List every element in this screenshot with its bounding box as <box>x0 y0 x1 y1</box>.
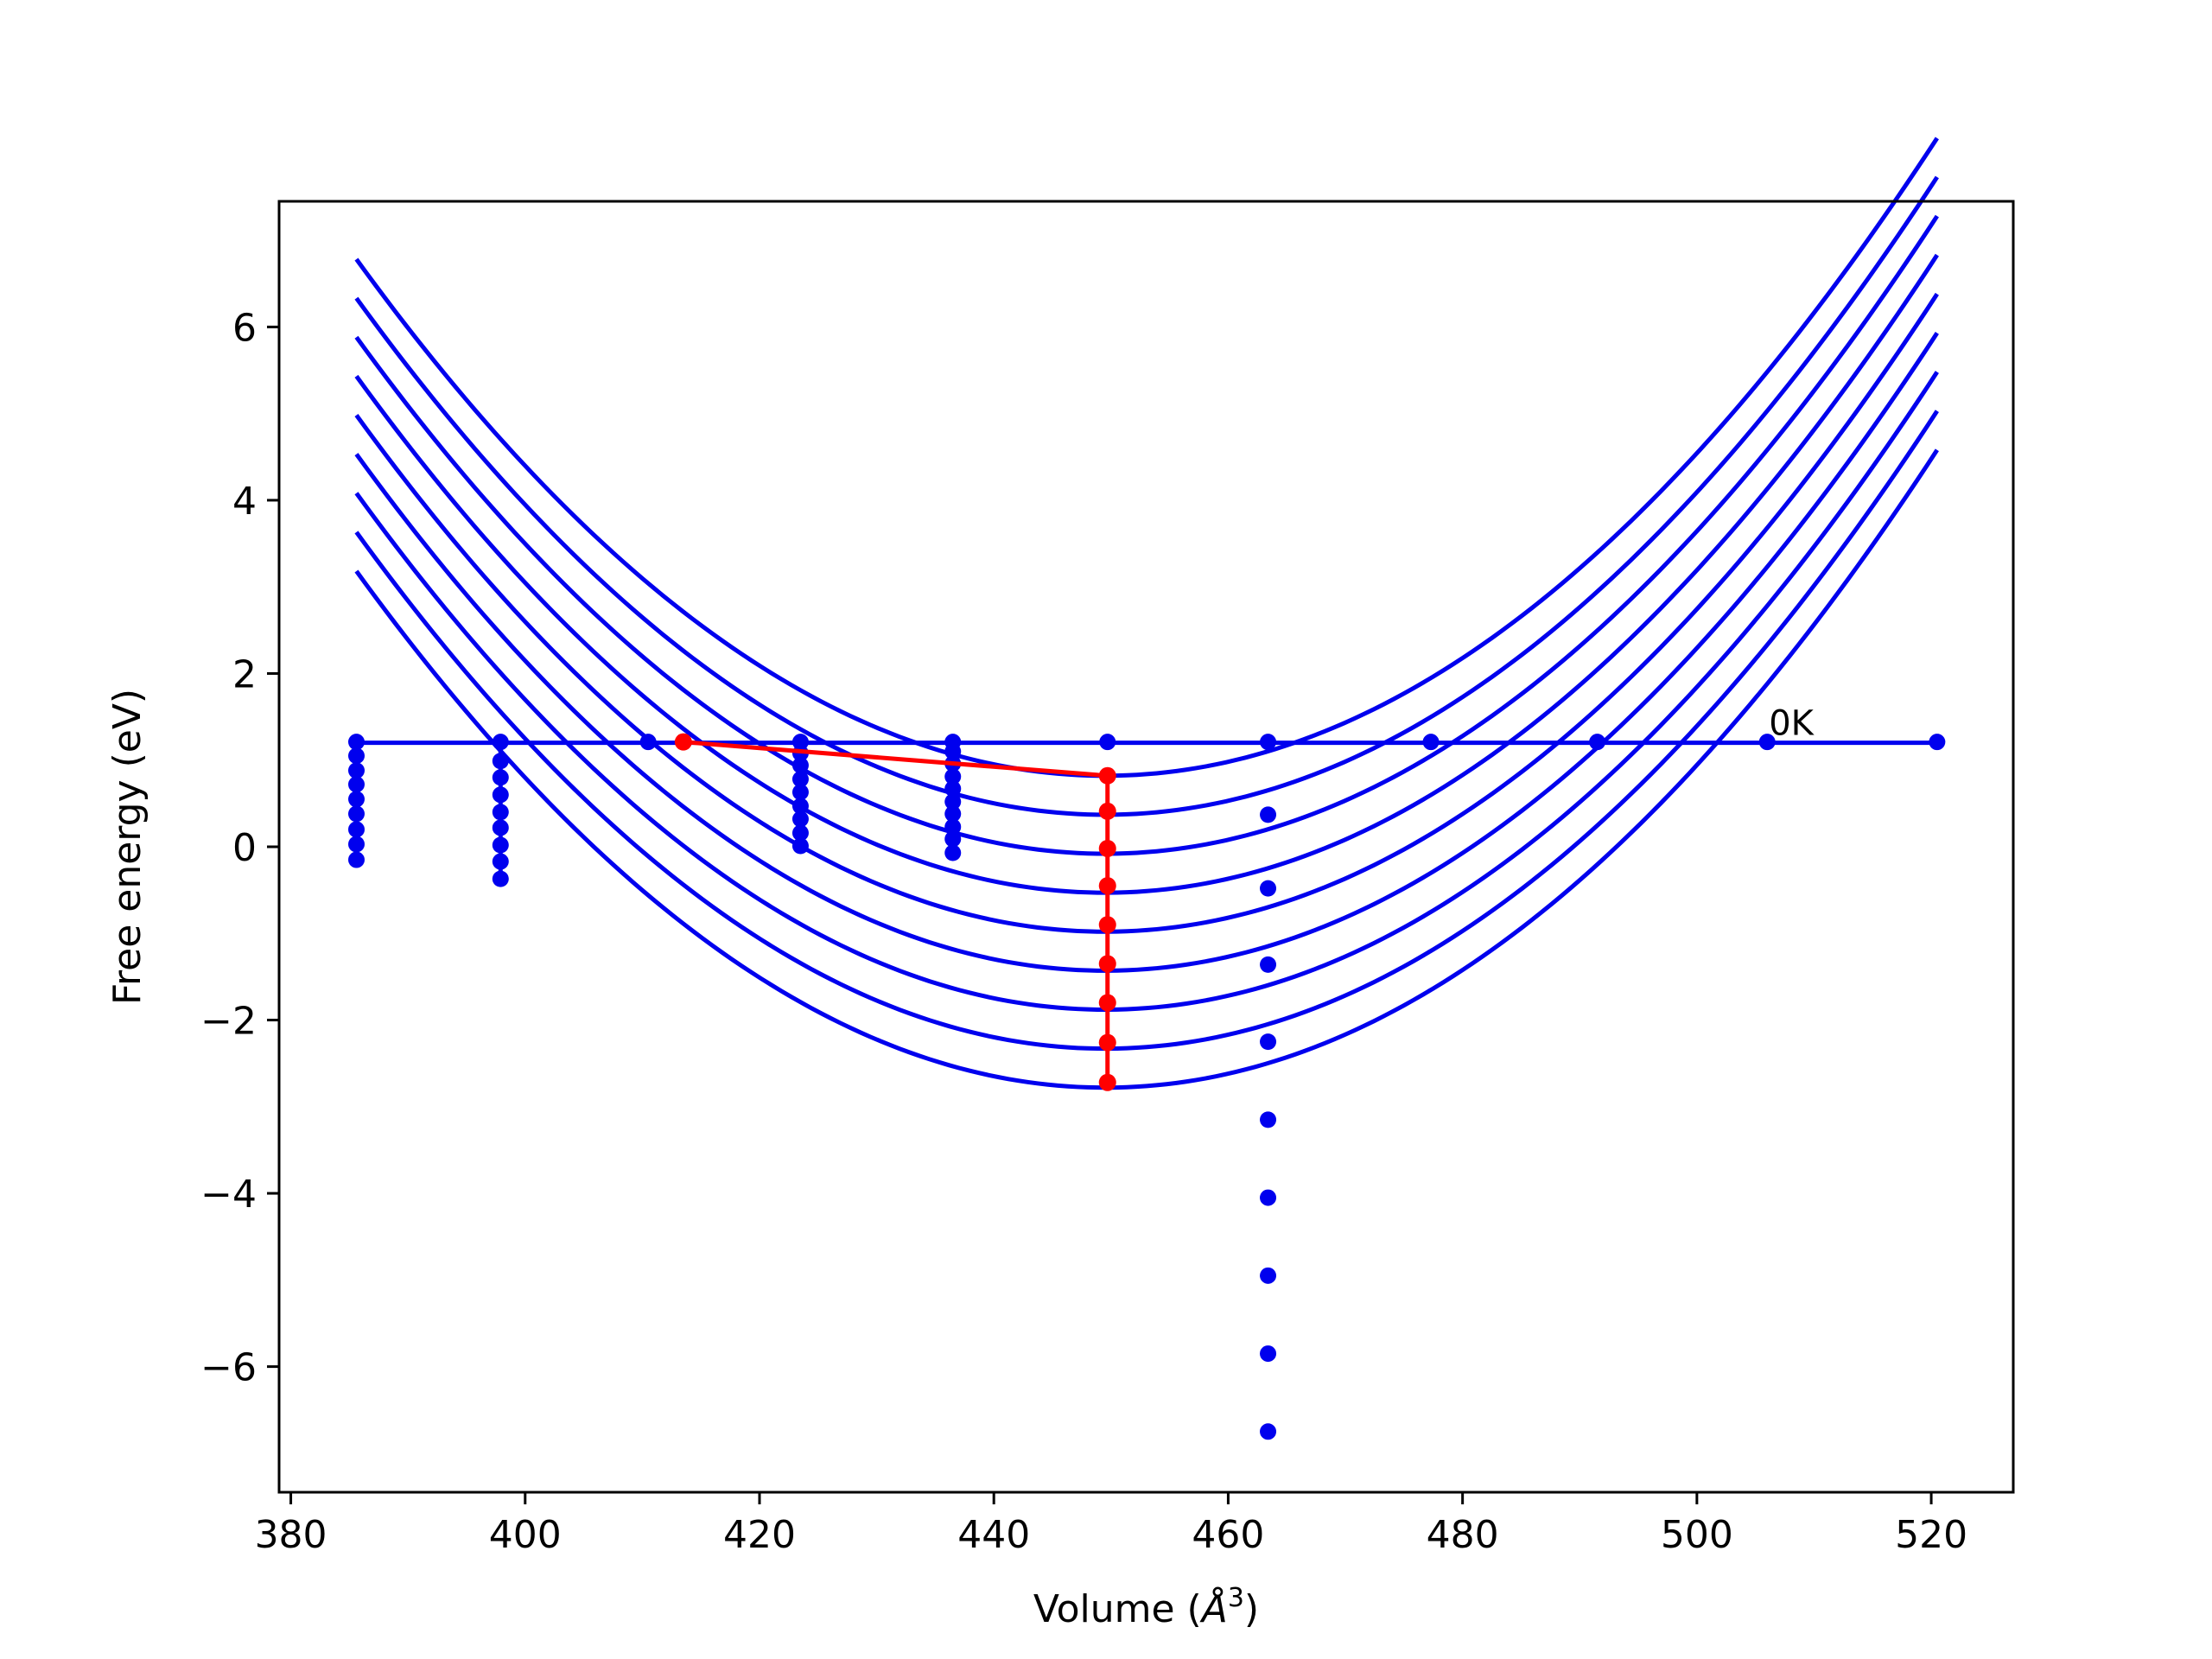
fit-curve-0 <box>354 137 1939 779</box>
data-point-6-2 <box>1260 880 1277 897</box>
data-point-9-0 <box>1758 734 1776 751</box>
fit-curve-8 <box>354 448 1939 1090</box>
x-axis: 380 400 420 440 460 480 500 520 <box>255 1492 1967 1557</box>
y-tick-label-5: 4 <box>232 480 257 524</box>
fit-curve-3 <box>354 253 1939 895</box>
y-tick-label-3: 0 <box>232 826 257 870</box>
data-point-3-2 <box>791 757 809 774</box>
data-point-7-0 <box>1422 734 1440 751</box>
equilibrium-point-9 <box>1098 1073 1116 1091</box>
data-point-1-3 <box>492 786 509 804</box>
data-point-8-0 <box>1589 734 1606 751</box>
fit-curve-4 <box>354 292 1939 934</box>
y-tick-label-0: −6 <box>200 1346 257 1390</box>
data-point-1-0 <box>492 734 509 751</box>
x-tick-label-0: 380 <box>255 1513 327 1557</box>
data-point-3-0 <box>791 734 809 751</box>
data-point-4-1 <box>944 743 962 760</box>
x-axis-label-symbol: Å <box>1199 1586 1228 1631</box>
data-point-1-7 <box>492 853 509 870</box>
data-point-0-5 <box>348 805 365 823</box>
equilibrium-point-2 <box>1098 802 1116 820</box>
data-point-4-9 <box>944 844 962 861</box>
data-point-6-8 <box>1260 1345 1277 1363</box>
data-point-5-0 <box>1099 734 1116 751</box>
data-point-4-4 <box>944 780 962 798</box>
data-point-0-7 <box>348 836 365 853</box>
data-point-4-3 <box>944 768 962 785</box>
annotation-0: 0K <box>1769 704 1815 744</box>
x-tick-label-5: 480 <box>1427 1513 1499 1557</box>
fit-curve-5 <box>354 332 1939 973</box>
data-point-6-3 <box>1260 956 1277 973</box>
data-point-1-6 <box>492 836 509 854</box>
data-point-3-6 <box>791 810 809 828</box>
equilibrium-point-4 <box>1098 877 1116 895</box>
x-tick-label-3: 440 <box>957 1513 1030 1557</box>
x-axis-label-close: ) <box>1244 1587 1259 1631</box>
data-point-3-4 <box>791 784 809 801</box>
y-axis: −6 −4 −2 0 2 4 6 <box>200 306 279 1390</box>
equilibrium-path-line <box>683 740 1110 1083</box>
equilibrium-point-8 <box>1098 1033 1116 1052</box>
data-point-0-1 <box>348 747 365 765</box>
x-tick-label-1: 400 <box>489 1513 562 1557</box>
data-point-4-7 <box>944 818 962 836</box>
equilibrium-point-6 <box>1098 955 1116 973</box>
data-point-3-5 <box>791 798 809 815</box>
data-point-4-8 <box>944 830 962 848</box>
data-point-3-3 <box>791 771 809 788</box>
data-point-1-1 <box>492 753 509 770</box>
data-point-6-6 <box>1260 1189 1277 1206</box>
x-axis-label: Volume (Å3) <box>1033 1583 1259 1631</box>
fit-curve-7 <box>354 410 1939 1052</box>
data-point-0-8 <box>348 851 365 868</box>
equilibrium-point-3 <box>1098 840 1116 858</box>
data-point-0-0 <box>348 734 365 751</box>
y-axis-label: Free energy (eV) <box>105 689 149 1005</box>
equilibrium-point-0 <box>674 733 692 751</box>
y-tick-label-2: −2 <box>200 1000 257 1044</box>
x-tick-label-2: 420 <box>723 1513 796 1557</box>
x-tick-label-6: 500 <box>1661 1513 1733 1557</box>
data-point-6-7 <box>1260 1267 1277 1284</box>
x-axis-label-superscript: 3 <box>1228 1583 1244 1613</box>
x-tick-label-4: 460 <box>1192 1513 1264 1557</box>
data-point-3-7 <box>791 824 809 842</box>
data-point-10-0 <box>1929 734 1946 751</box>
y-tick-label-6: 6 <box>232 306 257 350</box>
data-point-4-6 <box>944 805 962 823</box>
data-point-0-4 <box>348 791 365 808</box>
data-point-6-0 <box>1260 734 1277 751</box>
data-point-0-3 <box>348 776 365 793</box>
data-point-6-4 <box>1260 1033 1277 1051</box>
data-point-0-2 <box>348 762 365 779</box>
data-point-1-8 <box>492 870 509 887</box>
data-point-4-5 <box>944 793 962 810</box>
equilibrium-point-1 <box>1098 766 1116 785</box>
data-point-6-9 <box>1260 1423 1277 1440</box>
data-point-1-4 <box>492 804 509 821</box>
data-point-1-5 <box>492 819 509 836</box>
equilibrium-point-7 <box>1098 994 1116 1012</box>
fit-curve-2 <box>354 214 1939 856</box>
equilibrium-point-5 <box>1098 916 1116 934</box>
data-point-3-8 <box>791 837 809 855</box>
fit-curve-6 <box>354 371 1939 1013</box>
plot-area: 0K <box>348 137 1946 1440</box>
data-point-2-0 <box>639 734 657 751</box>
x-axis-label-text: Volume ( <box>1033 1587 1202 1631</box>
data-point-1-2 <box>492 769 509 786</box>
fit-curve-1 <box>354 175 1939 817</box>
data-point-6-5 <box>1260 1111 1277 1128</box>
data-point-6-1 <box>1260 806 1277 823</box>
y-tick-label-1: −4 <box>200 1173 257 1217</box>
x-tick-label-7: 520 <box>1895 1513 1967 1557</box>
y-tick-label-4: 2 <box>232 652 257 696</box>
data-point-0-6 <box>348 821 365 838</box>
